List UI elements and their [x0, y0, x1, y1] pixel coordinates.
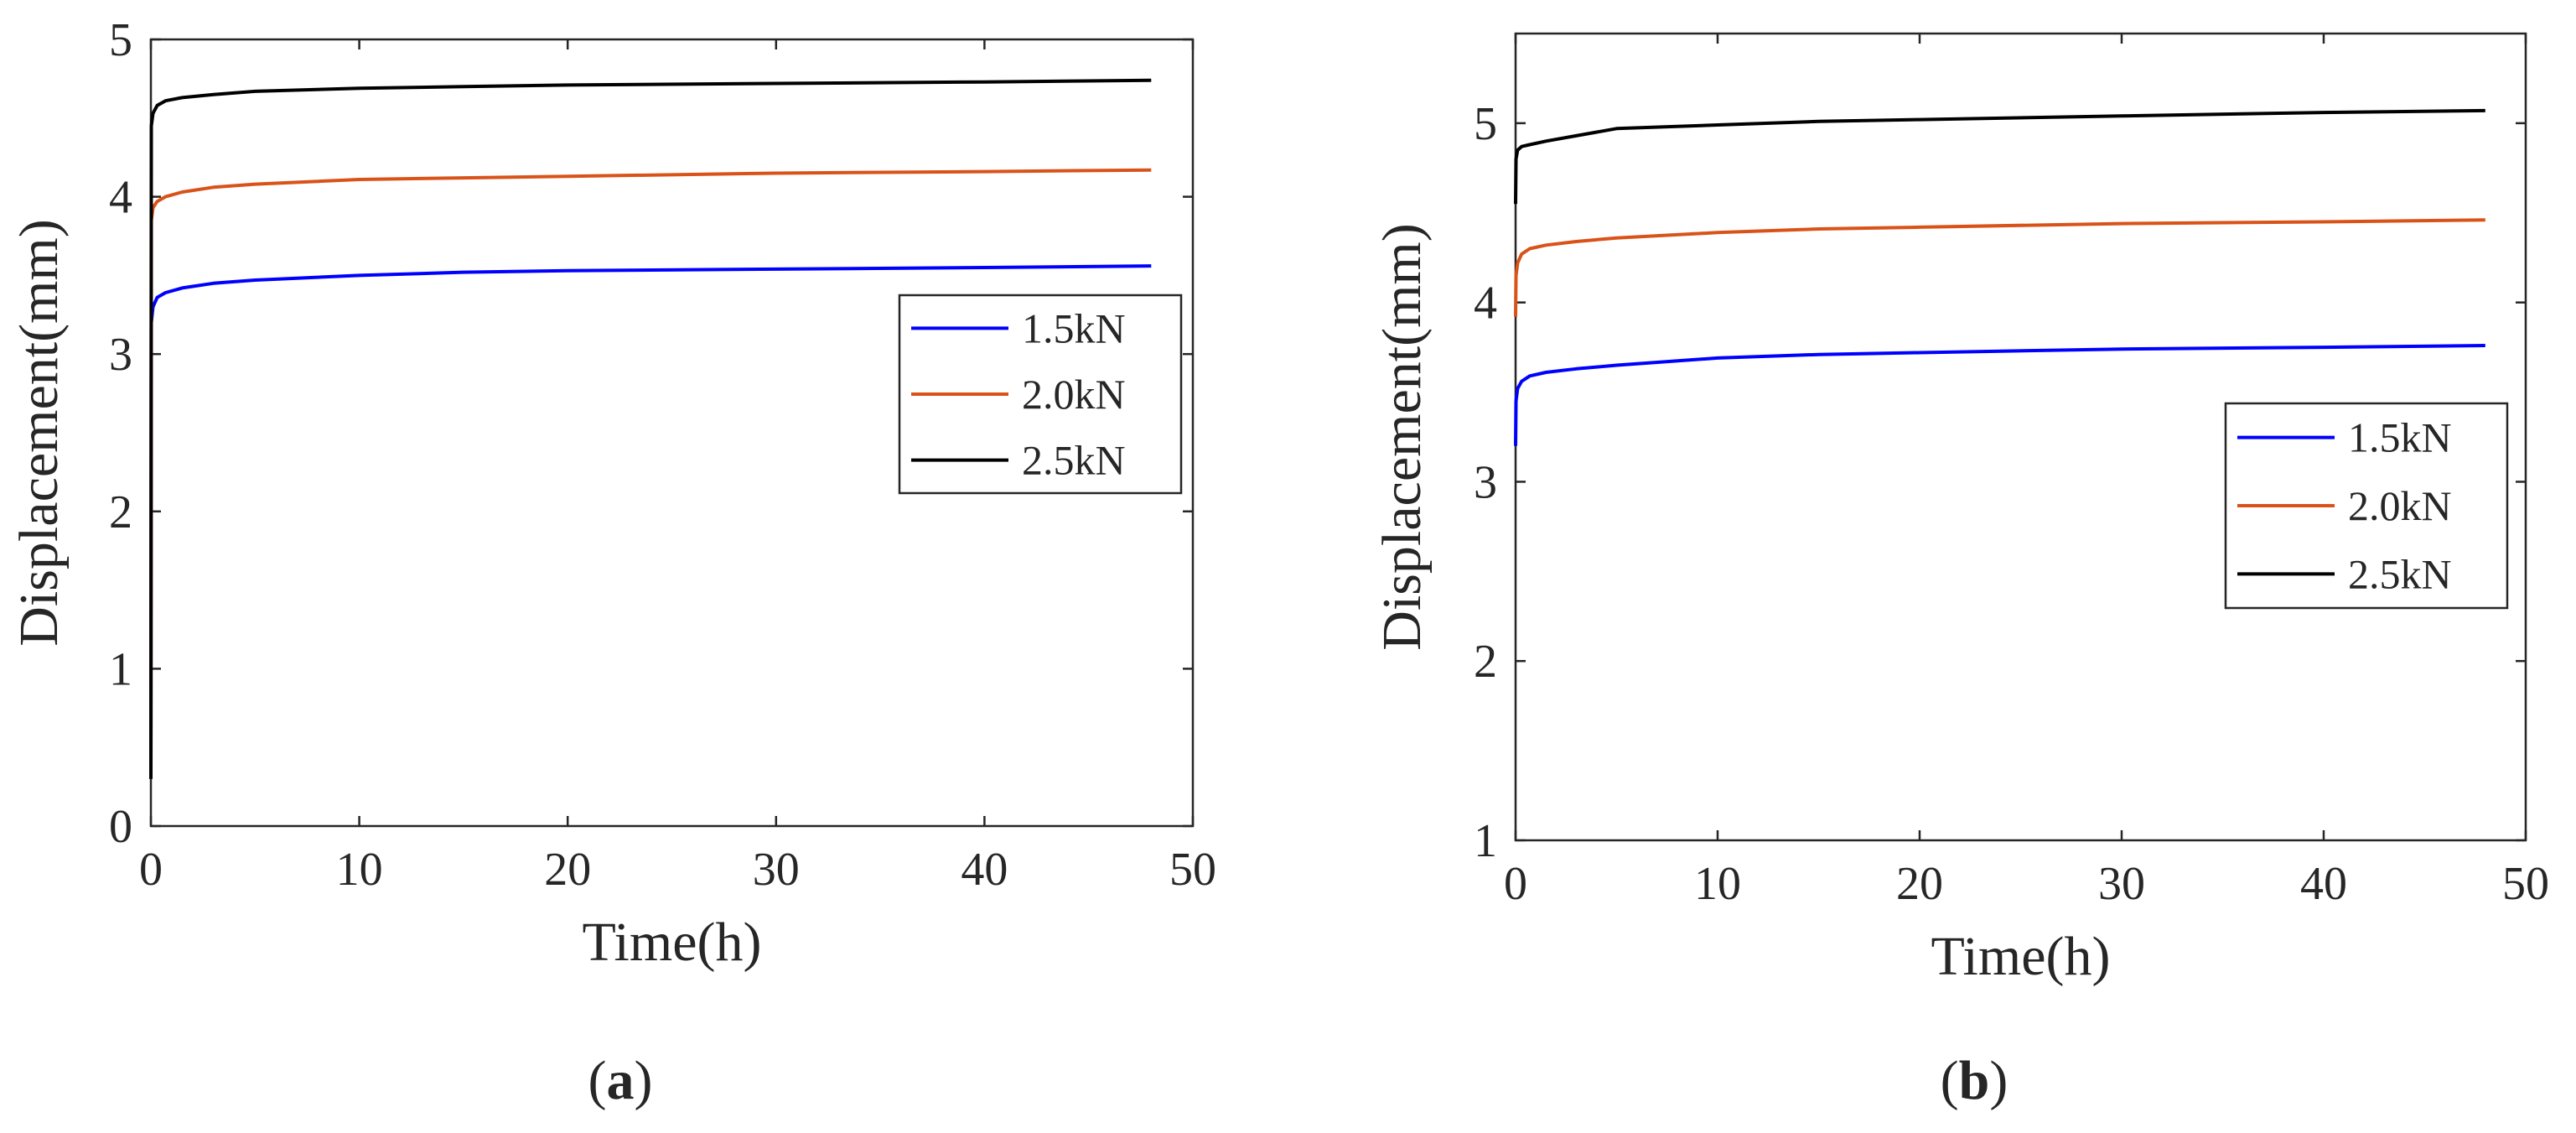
x-tick-label: 30 [2098, 858, 2145, 910]
x-tick-label: 50 [1169, 844, 1216, 896]
y-tick-label: 4 [1474, 278, 1497, 330]
legend-label-1.5kN: 1.5kN [2348, 414, 2452, 461]
chart-panel-b: 0 10 20 30 40 50 1 2 3 4 5 Time(h) Displacement(mm) 1… [1371, 32, 2549, 1111]
x-tick-label: 40 [961, 844, 1008, 896]
series-line-2.0kN [149, 168, 1152, 779]
x-tick-label: 0 [139, 844, 163, 896]
caption-close-paren: ) [635, 1050, 653, 1111]
legend: 1.5kN 2.0kN 2.5kN [2224, 402, 2509, 610]
y-tick-label: 0 [109, 801, 132, 853]
y-tick-label: 4 [109, 172, 132, 224]
legend: 1.5kN 2.0kN 2.5kN [898, 294, 1183, 495]
y-tick-label: 3 [1474, 456, 1497, 508]
y-axis-label: Displacement(mm) [1371, 223, 1433, 651]
x-axis-label: Time(h) [1931, 926, 2111, 987]
y-tick-label: 1 [109, 643, 132, 695]
series-line-1.5kN [149, 264, 1152, 779]
x-tick-label: 40 [2300, 858, 2347, 910]
y-tick-label: 5 [109, 14, 132, 66]
caption-letter: b [1959, 1050, 1990, 1111]
x-tick-label: 10 [1694, 858, 1741, 910]
y-tick-label: 3 [109, 329, 132, 381]
y-tick-label: 5 [1474, 98, 1497, 150]
caption-close-paren: ) [1989, 1050, 2008, 1111]
x-tick-label: 30 [753, 844, 800, 896]
y-tick-label: 2 [109, 486, 132, 538]
legend-label-2.0kN: 2.0kN [1022, 371, 1126, 418]
caption-letter: a [607, 1050, 635, 1111]
x-axis-label: Time(h) [583, 912, 762, 973]
legend-label-2.5kN: 2.5kN [1022, 437, 1126, 484]
caption-open-paren: ( [1941, 1050, 1959, 1111]
legend-label-1.5kN: 1.5kN [1022, 304, 1126, 351]
series-line-2.5kN [149, 78, 1152, 779]
series-line-2.5kN [1514, 108, 2485, 205]
y-tick-label: 2 [1474, 636, 1497, 688]
x-tick-label: 50 [2502, 858, 2549, 910]
panel-caption: (b) [1941, 1050, 2008, 1111]
y-tick-label: 1 [1474, 815, 1497, 867]
panel-caption: (a) [588, 1050, 653, 1111]
x-tick-label: 10 [336, 844, 383, 896]
y-axis-label: Displacement(mm) [8, 219, 70, 647]
series-line-2.0kN [1514, 218, 2485, 317]
legend-label-2.0kN: 2.0kN [2348, 482, 2452, 529]
caption-open-paren: ( [588, 1050, 607, 1111]
legend-label-2.5kN: 2.5kN [2348, 550, 2452, 597]
series-line-1.5kN [1514, 344, 2485, 446]
chart-panel-a: 0 10 20 30 40 50 0 1 2 3 4 5 Time(h) Displacement(mm)… [8, 14, 1216, 1111]
x-tick-label: 0 [1504, 858, 1527, 910]
x-tick-label: 20 [1896, 858, 1943, 910]
x-tick-label: 20 [544, 844, 591, 896]
